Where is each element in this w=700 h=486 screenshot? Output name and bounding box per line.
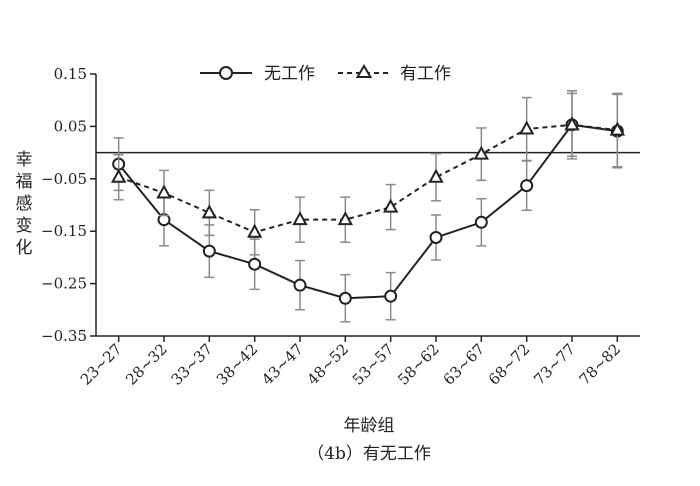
axes: 0.15 0.05 −0.05 −0.15 −0.25 −0.3523~2728~3233… — [41, 65, 640, 389]
data-point-triangle — [518, 120, 535, 135]
data-point-triangle — [337, 211, 354, 226]
data-point-triangle — [428, 168, 444, 183]
x-tick-label: 63~67 — [440, 340, 489, 389]
x-tick-label: 33~37 — [168, 340, 217, 389]
x-tick-label: 53~57 — [349, 340, 398, 389]
data-point-circle — [248, 257, 262, 271]
legend-marker-triangle — [355, 64, 373, 78]
y-tick-label: 0.05 — [54, 117, 87, 135]
x-tick-label: 28~32 — [122, 340, 171, 389]
series-work — [110, 90, 626, 256]
plot-area — [96, 90, 640, 323]
x-axis-label: 年龄组 — [344, 416, 395, 436]
data-point-triangle — [564, 116, 580, 131]
data-point-triangle — [473, 145, 490, 160]
y-axis-label: 幸福感变化 — [16, 150, 33, 258]
x-tick-label: 68~72 — [485, 340, 534, 389]
legend: 无工作 有工作 — [200, 64, 451, 84]
y-axis-label-char: 感 — [16, 194, 33, 214]
y-tick-label: −0.25 — [41, 275, 87, 293]
data-point-circle — [384, 289, 398, 303]
series-line — [118, 123, 618, 234]
x-tick-label: 38~42 — [213, 340, 262, 389]
figure-caption: （4b）有无工作 — [307, 444, 431, 464]
legend-marker-circle — [219, 66, 233, 80]
data-point-circle — [338, 291, 352, 305]
data-point-triangle — [292, 211, 308, 226]
y-axis-label-char: 变 — [16, 216, 33, 236]
data-point-circle — [429, 230, 443, 244]
series-line — [117, 123, 618, 300]
y-tick-label: −0.05 — [41, 170, 87, 188]
x-tick-label: 23~27 — [77, 340, 126, 389]
x-tick-label: 58~62 — [394, 340, 443, 389]
data-point-triangle — [382, 198, 399, 213]
data-point-circle — [202, 244, 216, 258]
data-point-triangle — [201, 204, 218, 219]
data-point-circle — [474, 215, 488, 229]
y-tick-label: −0.35 — [41, 327, 87, 345]
data-point-triangle — [110, 168, 127, 183]
data-point-triangle — [609, 121, 626, 136]
data-point-circle — [520, 179, 534, 193]
legend-label-no-work: 无工作 — [264, 64, 315, 84]
y-tick-label: 0.15 — [54, 65, 87, 83]
x-tick-label: 43~47 — [258, 340, 307, 389]
y-axis-label-char: 福 — [16, 172, 33, 192]
x-tick-label: 48~52 — [304, 340, 353, 389]
legend-label-work: 有工作 — [400, 64, 451, 84]
y-axis-label-char: 幸 — [16, 150, 33, 170]
y-axis-label-char: 化 — [16, 238, 33, 258]
y-tick-label: −0.15 — [41, 222, 87, 240]
data-point-circle — [293, 278, 307, 292]
x-tick-label: 78~82 — [576, 340, 625, 389]
data-point-triangle — [246, 223, 263, 238]
data-point-triangle — [156, 184, 172, 199]
x-tick-label: 73~77 — [530, 340, 579, 389]
